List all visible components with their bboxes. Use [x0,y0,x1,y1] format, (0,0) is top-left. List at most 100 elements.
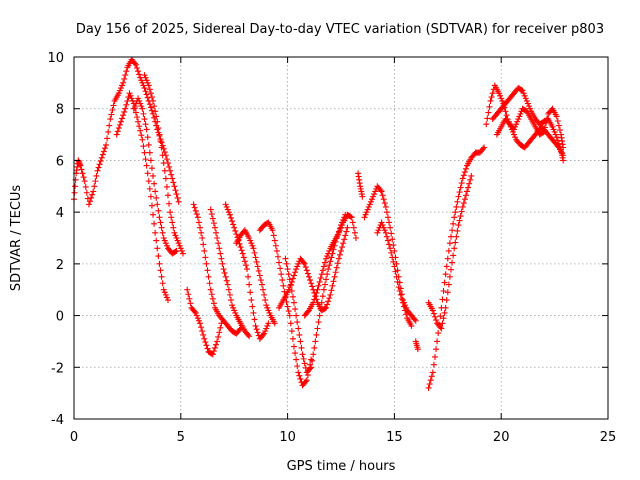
data-point [386,219,393,226]
data-point [347,213,354,220]
data-point [319,267,326,274]
data-point [204,345,211,352]
data-point [448,266,455,273]
data-point [335,255,342,262]
data-point [266,309,273,316]
data-point [241,258,248,265]
data-point [142,74,149,81]
data-point [384,214,391,221]
data-point [199,235,206,241]
data-point [383,233,390,240]
data-point [339,244,346,251]
data-point [242,262,249,269]
data-point [364,206,371,213]
data-point [304,270,311,277]
data-point [214,235,221,241]
x-tick-label: 25 [600,430,617,445]
data-point [450,220,457,227]
data-point [261,330,268,337]
data-point [144,94,151,101]
data-point [161,289,168,296]
data-point [294,263,301,270]
data-point [122,72,129,79]
x-tick-label: 0 [70,430,78,445]
data-point [341,236,348,243]
data-point [217,324,224,331]
data-point [163,294,170,301]
data-point [316,312,323,319]
data-point [210,300,217,307]
data-point [433,346,440,353]
data-point [481,144,488,151]
data-point [140,143,147,150]
data-point [444,255,451,262]
data-point [429,307,436,314]
data-point [148,107,155,114]
data-point [382,203,389,210]
data-point [511,131,518,138]
data-point [302,378,309,385]
plot-frame [73,56,609,420]
data-point [293,266,300,273]
data-point [141,85,148,92]
data-point [99,151,106,158]
data-point [517,110,524,117]
data-point [160,286,167,293]
data-point [264,322,271,329]
data-point [459,203,466,210]
data-point [158,144,165,151]
data-point [303,377,310,384]
data-point [294,362,301,369]
data-point [144,79,151,86]
data-point [555,140,562,147]
data-point [514,118,521,125]
data-point [159,280,166,287]
data-point [154,245,161,252]
data-point [459,175,466,182]
data-point [550,126,557,133]
y-tick-label: -4 [51,413,64,428]
data-point [119,115,126,122]
data-point [117,85,124,92]
data-point [172,232,179,239]
data-point [394,278,401,285]
data-point [539,129,546,136]
data-point [169,175,176,182]
data-point [120,112,127,119]
data-point [435,330,442,337]
data-point [200,241,207,248]
data-point [300,259,307,266]
data-point [164,192,171,199]
chart-title: Day 156 of 2025, Sidereal Day-to-day VTE… [76,22,604,37]
data-point [449,259,456,266]
data-point [177,245,184,252]
data-point [154,118,161,125]
data-point [327,258,334,265]
data-point [370,193,377,200]
data-point [320,286,327,293]
data-point [194,214,201,221]
data-point [147,193,154,200]
data-point [543,119,550,126]
data-point [330,278,337,285]
data-point [138,77,145,84]
data-point [308,364,315,371]
data-point [278,271,285,278]
data-point [386,241,393,248]
data-point [150,211,157,218]
data-point [172,187,179,194]
data-point [193,211,200,218]
data-point [549,123,556,130]
data-point [451,214,458,221]
data-point [411,316,418,323]
data-point [496,90,503,97]
data-point [108,111,115,118]
data-point [249,242,256,249]
data-point [209,215,216,222]
data-point [211,224,218,231]
y-tick-label: 10 [47,51,64,66]
data-point [286,284,293,291]
data-point [236,240,243,247]
data-point [123,101,130,108]
data-point [502,108,509,115]
